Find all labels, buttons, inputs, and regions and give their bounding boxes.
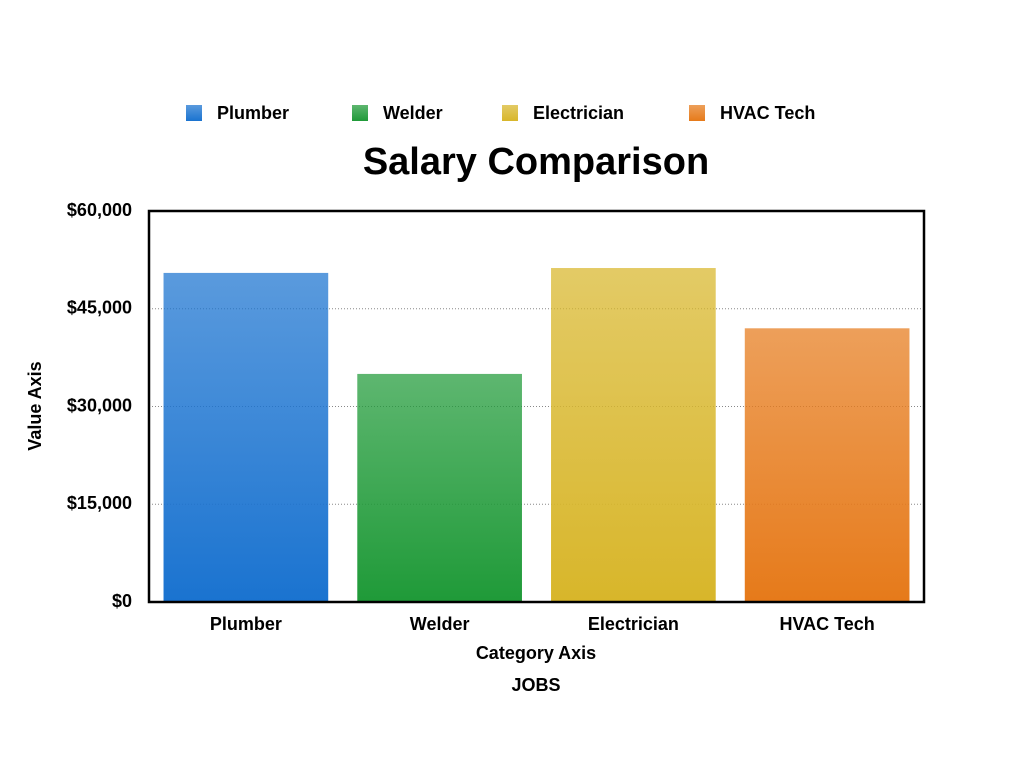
chart-title: Salary Comparison — [363, 141, 709, 183]
legend-label: Electrician — [533, 103, 624, 123]
legend-label: Plumber — [217, 103, 289, 123]
x-axis-sublabel: JOBS — [511, 675, 560, 695]
legend-swatch — [689, 105, 705, 121]
bar — [163, 272, 329, 602]
legend-swatch — [502, 105, 518, 121]
legend-swatch — [186, 105, 202, 121]
x-tick-label: Welder — [410, 614, 470, 634]
bar — [744, 328, 910, 602]
bar — [357, 373, 522, 602]
x-axis-label: Category Axis — [476, 643, 596, 663]
y-tick-label: $0 — [112, 591, 132, 611]
y-tick-label: $60,000 — [67, 200, 132, 220]
x-tick-label: Electrician — [588, 614, 679, 634]
x-tick-label: Plumber — [210, 614, 282, 634]
y-tick-label: $15,000 — [67, 493, 132, 513]
x-tick-label: HVAC Tech — [779, 614, 874, 634]
y-tick-label: $45,000 — [67, 298, 132, 318]
y-tick-label: $30,000 — [67, 395, 132, 415]
plot-frame — [147, 209, 926, 604]
y-axis-label: Value Axis — [25, 361, 45, 450]
bar — [551, 268, 716, 602]
legend-label: Welder — [383, 103, 443, 123]
legend-swatch — [352, 105, 368, 121]
legend-label: HVAC Tech — [720, 103, 815, 123]
